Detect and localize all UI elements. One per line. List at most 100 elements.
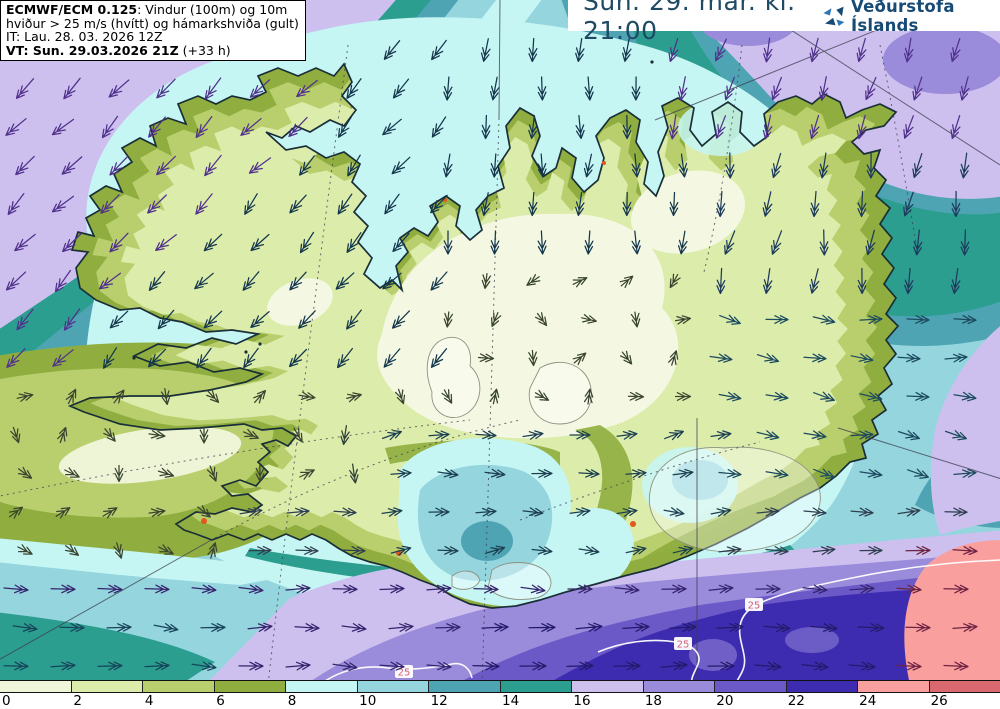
legend-tick-label: 2 [73, 693, 83, 709]
wind-arrow [897, 507, 921, 517]
wind-arrow [718, 468, 742, 479]
wind-arrow [953, 391, 977, 402]
svg-text:25: 25 [677, 640, 690, 651]
wind-arrow [951, 190, 961, 218]
wind-arrow [288, 348, 308, 368]
wind-arrow [10, 426, 21, 444]
wind-arrow [481, 622, 509, 632]
wind-arrow [346, 392, 362, 403]
wind-arrow [63, 77, 81, 100]
wind-arrow [537, 230, 547, 255]
wind-arrow [537, 153, 547, 178]
wind-arrow [340, 424, 350, 446]
wind-arrow [903, 115, 914, 139]
wind-arrow [625, 468, 647, 479]
wind-arrow [160, 387, 171, 406]
legend-tick-label: 24 [859, 693, 877, 709]
wind-arrow [716, 267, 726, 295]
wind-arrow [108, 79, 130, 98]
wind-arrow [771, 152, 782, 179]
wind-arrow [663, 507, 685, 517]
wind-arrow [904, 267, 914, 295]
wind-arrow [473, 584, 499, 594]
wind-arrow [912, 76, 923, 101]
wind-arrow [346, 232, 362, 253]
wind-arrow [912, 152, 923, 179]
wind-arrows [3, 37, 978, 672]
wind-arrow [382, 272, 402, 290]
wind-arrow [51, 195, 75, 213]
wind-arrow [809, 37, 820, 63]
wind-arrow [109, 155, 129, 176]
wind-arrow [480, 192, 491, 216]
wind-arrow [337, 193, 353, 215]
model-info-line4: VT: Sun. 29.03.2026 21Z (+33 h) [6, 42, 231, 58]
wind-arrow [567, 584, 593, 594]
wind-arrow [253, 389, 267, 404]
ocean-region-south-indigo [554, 585, 1000, 680]
legend-tick-label: 12 [430, 693, 448, 709]
islets [132, 60, 654, 360]
wind-arrow [668, 350, 679, 366]
wind-arrow [109, 310, 129, 329]
wind-arrow [677, 230, 688, 255]
wind-arrow [960, 229, 970, 256]
wind-arrow [763, 37, 773, 63]
wind-arrow [569, 507, 591, 517]
wind-arrow [441, 389, 453, 404]
wind-arrow [765, 545, 789, 556]
wind-arrow [443, 230, 453, 255]
wind-arrow [583, 388, 594, 405]
legend-tick-label: 8 [287, 693, 297, 709]
wind-arrow [809, 114, 820, 140]
wind-arrow [762, 267, 773, 295]
wind-arrow [708, 584, 734, 594]
wind-arrow [905, 545, 931, 555]
vedurstofa-pinwheel-icon [823, 6, 845, 26]
wind-arrow [534, 389, 550, 401]
wind-arrow [631, 153, 641, 178]
wind-arrow [627, 391, 645, 401]
wind-arrow [755, 584, 781, 594]
wind-arrow [762, 114, 773, 140]
wind-arrow [392, 232, 410, 253]
wind-arrow [669, 191, 679, 217]
wind-arrow [430, 348, 448, 368]
wind-arrow [566, 661, 594, 671]
wind-arrow [812, 545, 836, 556]
wind-arrow [810, 623, 838, 633]
wind-arrow [294, 623, 320, 633]
wind-arrow [239, 507, 263, 517]
wind-arrow [295, 545, 319, 556]
wind-arrow [756, 430, 780, 441]
wind-arrow [157, 467, 175, 478]
wind-arrow [196, 347, 212, 369]
wind-arrow [16, 308, 34, 331]
wind-arrow [382, 118, 402, 136]
wind-arrow [489, 388, 500, 405]
wind-arrow [390, 545, 412, 556]
wind-arrow [896, 661, 922, 671]
wind-arrow [668, 114, 679, 140]
wind-arrow [859, 391, 883, 402]
wind-arrow [431, 39, 447, 61]
wind-arrow [298, 310, 316, 329]
wind-arrow [950, 114, 961, 140]
wind-arrow [390, 468, 412, 479]
wind-arrow [101, 115, 119, 139]
wind-arrow [763, 623, 791, 633]
wind-arrow [475, 507, 497, 517]
wind-arrow [207, 542, 218, 559]
wind-arrow [859, 314, 883, 325]
wind-arrow [243, 347, 259, 369]
wind-arrow [897, 430, 921, 441]
wind-arrow [426, 584, 452, 594]
sea-green-sw-cream [58, 426, 242, 484]
wind-arrow [857, 267, 867, 295]
wind-arrow [3, 584, 29, 594]
legend-tick-label: 10 [359, 693, 377, 709]
wind-arrow [298, 391, 316, 401]
svg-text:25: 25 [398, 668, 411, 679]
wind-arrow [148, 271, 166, 291]
model-info-box: ECMWF/ECM 0.125: Vindur (100m) og 10m hv… [0, 0, 306, 62]
